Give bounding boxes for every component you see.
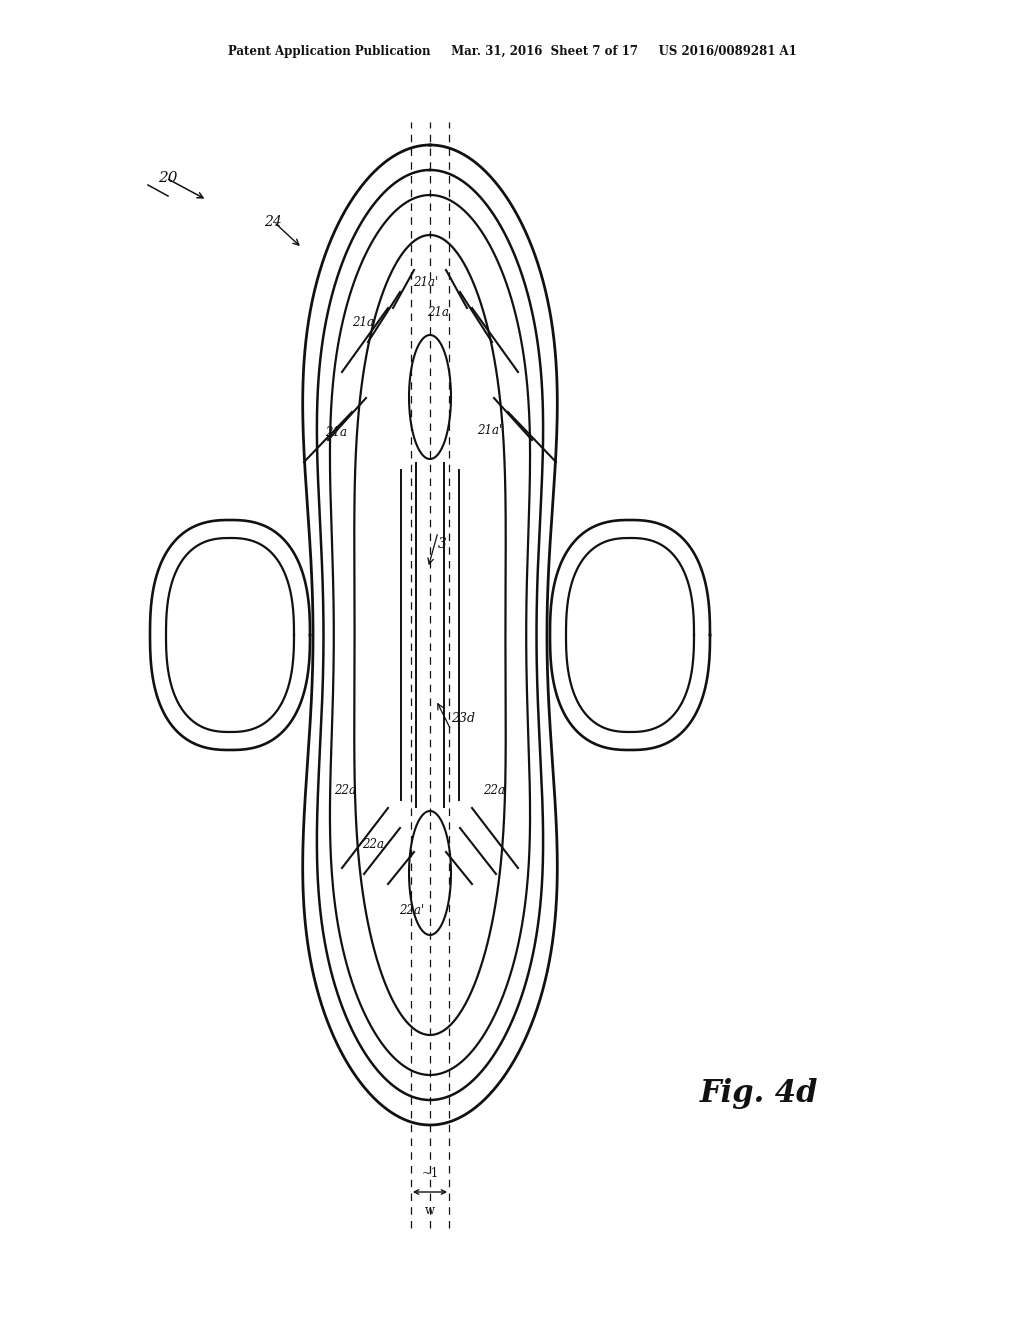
Text: 23d: 23d <box>451 711 475 725</box>
Text: 3: 3 <box>438 537 446 550</box>
Text: 21a": 21a" <box>477 424 505 437</box>
Text: 22a: 22a <box>362 837 384 850</box>
Text: 21a: 21a <box>352 315 374 329</box>
Text: 24: 24 <box>264 215 282 228</box>
Text: 22a': 22a' <box>399 903 424 916</box>
Text: 20: 20 <box>158 172 177 185</box>
Text: 22a: 22a <box>483 784 505 796</box>
Text: 21a': 21a' <box>413 276 438 289</box>
Text: Patent Application Publication     Mar. 31, 2016  Sheet 7 of 17     US 2016/0089: Patent Application Publication Mar. 31, … <box>227 45 797 58</box>
Text: w: w <box>425 1204 435 1217</box>
Text: Fig. 4d: Fig. 4d <box>700 1078 818 1109</box>
Text: 22a: 22a <box>334 784 356 796</box>
Text: 21a: 21a <box>427 305 449 318</box>
Text: ~1: ~1 <box>421 1167 438 1180</box>
Text: 21a: 21a <box>325 425 347 438</box>
